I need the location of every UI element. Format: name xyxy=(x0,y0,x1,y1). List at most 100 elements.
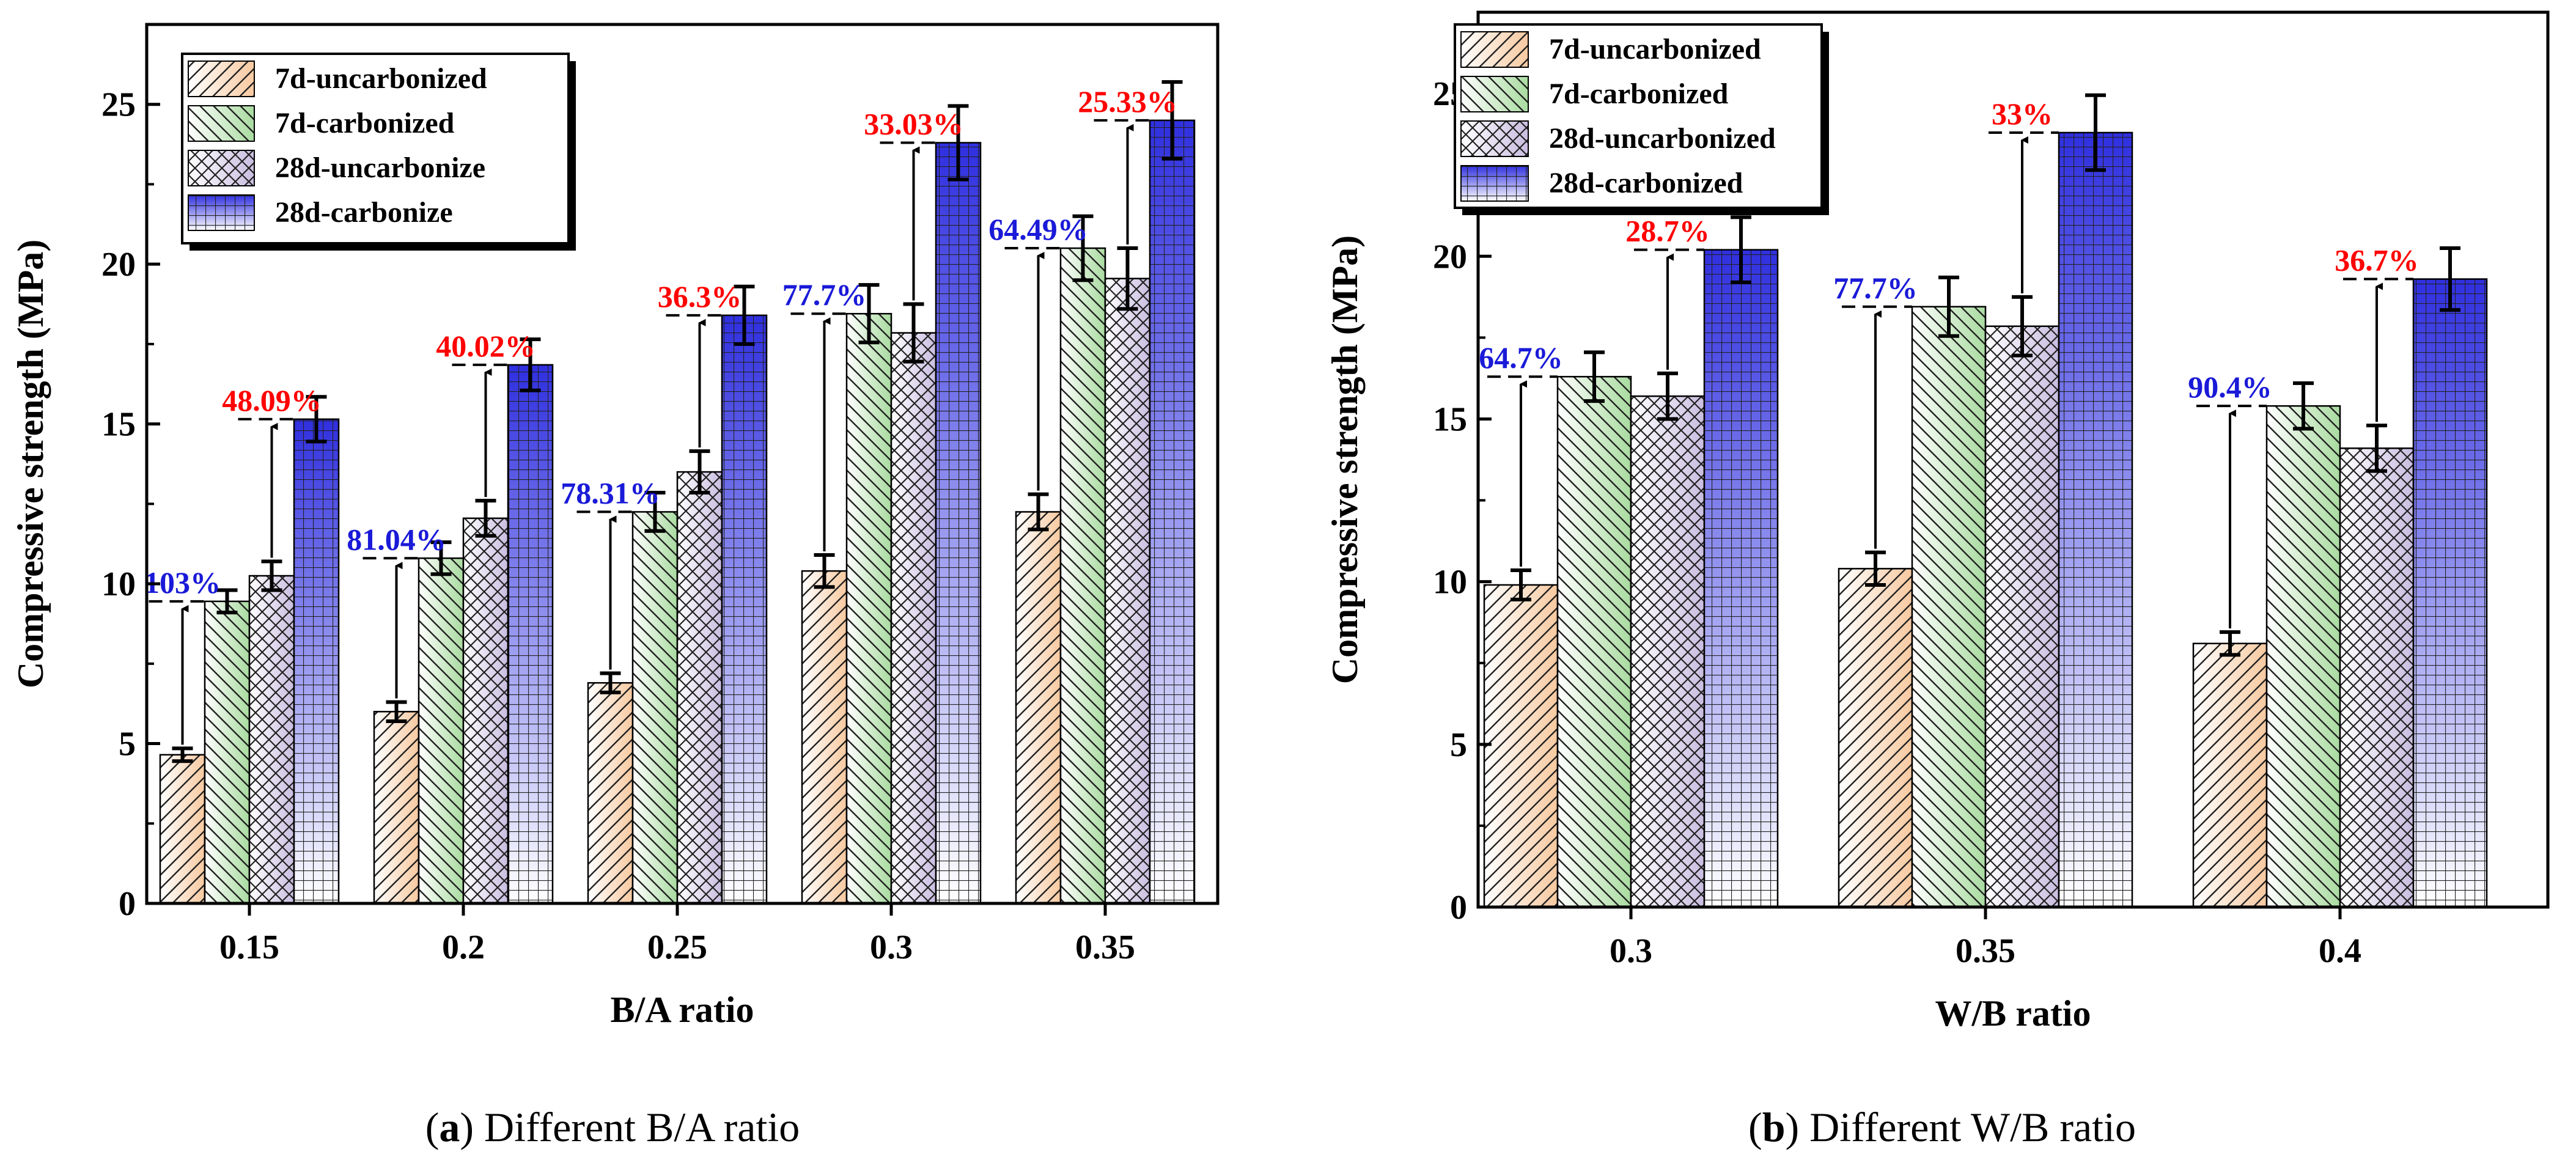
bar-hatch xyxy=(801,570,848,905)
bar-hatch xyxy=(1838,568,1913,908)
a-errorbar-7d-uncarbonized-0-25 xyxy=(600,671,621,694)
annotation-label: 90.4% xyxy=(2188,370,2272,404)
annotation-label: 36.7% xyxy=(2335,243,2419,277)
a-errorbar-28d-carbonize-0-35 xyxy=(1161,80,1183,161)
b-ytick-label: 10 xyxy=(1433,564,1467,601)
a-errorbar-7d-carbonized-0-25 xyxy=(644,491,666,533)
bar-hatch xyxy=(1483,584,1559,908)
a-annotation-0-35-blue: 64.49% xyxy=(988,212,1088,491)
legend-label: 7d-carbonized xyxy=(1549,78,1729,110)
bar-hatch xyxy=(2058,131,2133,908)
a-bar-28d-uncarbonize-0-25 xyxy=(676,471,723,905)
legend-swatch-hatch xyxy=(1460,76,1529,112)
a-bar-7d-uncarbonized-0-25 xyxy=(587,682,634,905)
b-legend: 7d-uncarbonized 7d-carbonized 28d-uncarbon… xyxy=(1454,23,1829,215)
caption-a: (a) Different B/A ratio xyxy=(425,1104,800,1150)
b-errorbar-28d-carbonized-0-35 xyxy=(2085,93,2106,172)
a-xtick-label-0-25: 0.25 xyxy=(647,928,707,966)
annotation-label: 78.31% xyxy=(561,476,660,510)
b-errorbar-7d-uncarbonized-0-4 xyxy=(2220,630,2240,657)
a-annotation-0-3-red: 33.03% xyxy=(864,106,963,301)
a-annotation-0-2-red: 40.02% xyxy=(436,329,535,498)
b-errorbar-7d-uncarbonized-0-3 xyxy=(1511,568,1531,601)
b-legend-item-7d-carbonized: 7d-carbonized xyxy=(1460,76,1729,112)
a-bar-28d-uncarbonize-0-15 xyxy=(248,575,295,905)
a-annotation-0-25-red: 36.3% xyxy=(658,279,742,448)
b-legend-item-7d-uncarbonized: 7d-uncarbonized xyxy=(1460,31,1761,68)
caption-b: (b) Different W/B ratio xyxy=(1748,1104,2136,1150)
annotation-label: 81.04% xyxy=(347,522,446,556)
legend-swatch-hatch xyxy=(188,194,255,231)
a-bar-7d-carbonized-0-35 xyxy=(1059,247,1106,905)
b-xtick-label-0-3: 0.3 xyxy=(1610,932,1652,970)
bar-hatch xyxy=(676,471,723,905)
a-xtick-label-0-2: 0.2 xyxy=(442,928,485,966)
a-errorbar-7d-uncarbonized-0-15 xyxy=(172,746,193,763)
b-annotation-0-4-red: 36.7% xyxy=(2335,243,2419,422)
b-bar-7d-uncarbonized-0-35 xyxy=(1838,568,1913,908)
annotation-label: 28.7% xyxy=(1625,214,1710,248)
legend-label: 28d-uncarbonize xyxy=(275,152,485,184)
a-errorbar-7d-uncarbonized-0-35 xyxy=(1028,492,1049,532)
a-bar-7d-uncarbonized-0-35 xyxy=(1015,511,1062,905)
bar-hatch xyxy=(507,364,554,905)
a-errorbar-7d-carbonized-0-3 xyxy=(858,283,880,345)
a-annotation-0-35-red: 25.33% xyxy=(1078,84,1177,245)
a-bar-7d-carbonized-0-15 xyxy=(204,600,251,905)
bar-hatch xyxy=(2265,405,2341,908)
a-bar-7d-carbonized-0-3 xyxy=(845,312,892,905)
b-annotation-0-4-blue: 90.4% xyxy=(2188,370,2272,629)
a-legend-item-7d-carbonized: 7d-carbonized xyxy=(188,105,455,142)
bar-hatch xyxy=(1984,325,2060,908)
a-errorbar-28d-carbonize-0-25 xyxy=(734,284,755,346)
bar-hatch xyxy=(935,142,982,905)
legend-label: 28d-carbonized xyxy=(1549,167,1743,199)
bar-hatch xyxy=(2412,278,2488,908)
b-bar-7d-uncarbonized-0-4 xyxy=(2192,642,2268,908)
bar-hatch xyxy=(890,332,937,905)
legend-swatch-hatch xyxy=(188,150,255,186)
b-errorbar-7d-carbonized-0-4 xyxy=(2293,381,2314,431)
a-errorbar-28d-uncarbonize-0-15 xyxy=(261,559,282,592)
caption-a-text: ) Different B/A ratio xyxy=(460,1104,800,1150)
bar-hatch xyxy=(462,517,509,905)
b-bar-7d-uncarbonized-0-3 xyxy=(1483,584,1559,908)
bar-hatch xyxy=(587,682,634,905)
bar-hatch xyxy=(293,418,340,905)
a-bar-28d-carbonize-0-35 xyxy=(1149,119,1196,905)
annotation-label: 33.03% xyxy=(864,106,963,141)
chart-a: 103%48.09%81.04%40.02%78.31%36.3% 77.7%33… xyxy=(10,23,1220,1030)
chart-b: 64.7%28.7%77.7%33%90.4%36.7%05101520250.… xyxy=(1325,10,2550,1034)
a-legend: 7d-uncarbonized 7d-carbonized 28d-uncarbon… xyxy=(181,53,576,251)
a-bar-7d-uncarbonized-0-3 xyxy=(801,570,848,905)
b-errorbar-28d-carbonized-0-4 xyxy=(2440,246,2460,312)
b-legend-item-28d-carbonized: 28d-carbonized xyxy=(1460,165,1743,202)
b-bar-28d-uncarbonized-0-4 xyxy=(2339,447,2415,908)
a-legend-item-28d-uncarbonize: 28d-uncarbonize xyxy=(188,150,485,186)
a-errorbar-7d-carbonized-0-2 xyxy=(430,540,452,576)
b-bar-7d-carbonized-0-35 xyxy=(1911,306,1987,908)
a-bar-7d-carbonized-0-2 xyxy=(418,557,465,905)
bar-hatch xyxy=(1149,119,1196,905)
b-bar-7d-carbonized-0-4 xyxy=(2265,405,2341,908)
a-legend-item-7d-uncarbonized: 7d-uncarbonized xyxy=(188,61,487,97)
b-errorbar-28d-uncarbonized-0-4 xyxy=(2366,424,2387,473)
legend-label: 7d-carbonized xyxy=(275,107,455,139)
legend-swatch-hatch xyxy=(1460,165,1529,202)
b-bar-28d-carbonized-0-4 xyxy=(2412,278,2488,908)
a-ytick-label: 25 xyxy=(101,86,136,124)
a-bar-28d-carbonize-0-3 xyxy=(935,142,982,905)
bar-hatch xyxy=(2192,642,2268,908)
b-errorbar-28d-carbonized-0-3 xyxy=(1731,215,1751,284)
caption-a-letter: a xyxy=(439,1104,460,1150)
b-annotation-0-3-blue: 64.7% xyxy=(1479,340,1563,567)
a-annotation-0-25-blue: 78.31% xyxy=(561,476,660,670)
a-errorbar-28d-uncarbonize-0-2 xyxy=(475,499,496,538)
a-y-axis-title: Compressive strength (MPa) xyxy=(10,240,51,688)
b-xtick-label-0-4: 0.4 xyxy=(2319,932,2361,970)
b-errorbar-7d-carbonized-0-35 xyxy=(1938,275,1959,338)
b-errorbar-28d-uncarbonized-0-3 xyxy=(1657,371,1678,421)
annotation-label: 25.33% xyxy=(1078,84,1177,119)
